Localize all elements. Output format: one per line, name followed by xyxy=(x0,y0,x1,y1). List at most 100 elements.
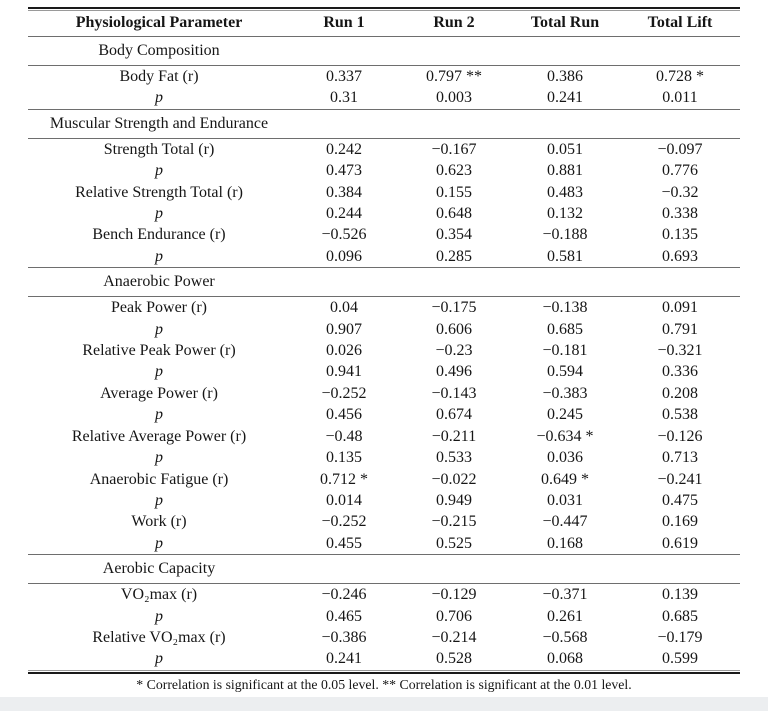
p-value-label: p xyxy=(155,491,163,509)
value-cell: 0.706 xyxy=(436,607,472,625)
value-cell: 0.465 xyxy=(326,607,362,625)
parameter-label: Relative Strength Total (r) xyxy=(75,183,243,201)
table-row: Bench Endurance (r) −0.526 0.354 −0.188 0.13… xyxy=(28,224,740,245)
value-cell: 0.068 xyxy=(547,650,583,668)
value-cell: 0.776 xyxy=(662,162,698,180)
section-row: Anaerobic Power xyxy=(28,267,740,298)
value-cell: 0.386 xyxy=(547,68,583,85)
table-top-rule xyxy=(28,0,740,11)
value-cell: 0.685 xyxy=(547,320,583,338)
section-row: Body Composition xyxy=(28,36,740,66)
header-row: Physiological Parameter Run 1 Run 2 Tota… xyxy=(28,11,740,37)
value-cell: −0.181 xyxy=(542,342,588,360)
parameter-label: Relative VO₂max (r) xyxy=(92,628,226,646)
value-cell: 0.599 xyxy=(662,650,698,668)
value-cell: −0.246 xyxy=(321,586,367,604)
value-cell: 0.538 xyxy=(662,406,698,424)
table-body: Body Composition Body Fat (r) 0.337 0.797 *… xyxy=(28,36,740,670)
table-row: p 0.241 0.528 0.068 0.599 xyxy=(28,648,740,669)
p-value-label: p xyxy=(155,449,163,467)
value-cell: 0.026 xyxy=(326,342,362,360)
section-spacer-cell xyxy=(290,554,398,585)
value-cell: 0.003 xyxy=(436,89,472,107)
value-cell: 0.245 xyxy=(547,406,583,424)
value-cell: 0.473 xyxy=(326,162,362,180)
column-header-total-lift: Total Lift xyxy=(620,11,740,37)
value-cell: 0.014 xyxy=(326,491,362,509)
table-row: p 0.907 0.606 0.685 0.791 xyxy=(28,319,740,340)
table-row: p 0.135 0.533 0.036 0.713 xyxy=(28,447,740,468)
p-value-label: p xyxy=(155,320,163,338)
table-row: Work (r) −0.252 −0.215 −0.447 0.169 xyxy=(28,511,740,532)
value-cell: −0.252 xyxy=(321,384,367,402)
table-row: p 0.014 0.949 0.031 0.475 xyxy=(28,490,740,511)
value-cell: 0.155 xyxy=(436,183,472,201)
bottom-rule-gap xyxy=(28,670,740,672)
value-cell: 0.096 xyxy=(326,247,362,265)
value-cell: 0.693 xyxy=(662,247,698,265)
section-spacer-cell xyxy=(398,554,510,585)
p-value-label: p xyxy=(155,406,163,424)
value-cell: 0.31 xyxy=(330,89,358,107)
value-cell: 0.336 xyxy=(662,363,698,381)
value-cell: 0.135 xyxy=(662,226,698,244)
value-cell: −0.097 xyxy=(657,140,703,158)
section-spacer-cell xyxy=(398,36,510,66)
value-cell: 0.949 xyxy=(436,491,472,509)
value-cell: −0.386 xyxy=(321,628,367,646)
top-rule-gap xyxy=(28,9,740,10)
parameter-label: Bench Endurance (r) xyxy=(92,226,226,244)
value-cell: 0.594 xyxy=(547,363,583,381)
parameter-label: Relative Peak Power (r) xyxy=(82,342,236,360)
table-row: p 0.096 0.285 0.581 0.693 xyxy=(28,246,740,268)
value-cell: 0.728 * xyxy=(656,68,704,85)
section-spacer-cell xyxy=(398,267,510,298)
value-cell: 0.031 xyxy=(547,491,583,509)
value-cell: −0.241 xyxy=(657,470,703,488)
value-cell: 0.384 xyxy=(326,183,362,201)
section-row: Muscular Strength and Endurance xyxy=(28,108,740,139)
top-rule-dark-line xyxy=(28,7,740,9)
value-cell: 0.04 xyxy=(330,299,358,317)
p-value-label: p xyxy=(155,534,163,552)
value-cell: 0.606 xyxy=(436,320,472,338)
section-spacer-cell xyxy=(398,108,510,139)
value-cell: −0.526 xyxy=(321,226,367,244)
parameter-label: VO₂max (r) xyxy=(120,586,198,604)
value-cell: 0.581 xyxy=(547,247,583,265)
value-cell: 0.713 xyxy=(662,449,698,467)
value-cell: 0.338 xyxy=(662,205,698,223)
value-cell: −0.634 * xyxy=(536,427,594,445)
section-spacer-cell xyxy=(290,267,398,298)
bottom-rule-light-line xyxy=(28,669,740,671)
column-header-run2: Run 2 xyxy=(398,11,510,37)
table-footnote: * Correlation is significant at the 0.05… xyxy=(136,676,632,692)
value-cell: −0.143 xyxy=(431,384,477,402)
section-spacer-cell xyxy=(510,554,620,585)
table-row: Peak Power (r) 0.04 −0.175 −0.138 0.091 xyxy=(28,297,740,319)
parameter-label: Peak Power (r) xyxy=(111,299,207,317)
section-spacer-cell xyxy=(290,36,398,66)
value-cell: 0.907 xyxy=(326,320,362,338)
table-row: p 0.456 0.674 0.245 0.538 xyxy=(28,404,740,425)
section-spacer-cell xyxy=(290,108,398,139)
value-cell: −0.022 xyxy=(431,470,477,488)
section-row: Aerobic Capacity xyxy=(28,554,740,585)
section-title: Body Composition xyxy=(28,36,290,66)
p-value-label: p xyxy=(155,247,163,265)
value-cell: 0.244 xyxy=(326,205,362,223)
value-cell: 0.241 xyxy=(547,89,583,107)
value-cell: 0.208 xyxy=(662,384,698,402)
value-cell: −0.214 xyxy=(431,628,477,646)
value-cell: −0.175 xyxy=(431,299,477,317)
section-spacer-cell xyxy=(620,108,740,139)
table-row: Average Power (r) −0.252 −0.143 −0.383 0.208 xyxy=(28,383,740,404)
correlation-table: Physiological Parameter Run 1 Run 2 Tota… xyxy=(28,11,740,670)
table-row: Relative VO₂max (r) −0.386 −0.214 −0.568 −0.… xyxy=(28,627,740,648)
value-cell: 0.139 xyxy=(662,586,698,604)
value-cell: 0.496 xyxy=(436,363,472,381)
value-cell: 0.712 * xyxy=(320,470,368,488)
value-cell: 0.036 xyxy=(547,449,583,467)
value-cell: −0.32 xyxy=(661,183,699,201)
value-cell: −0.252 xyxy=(321,513,367,531)
